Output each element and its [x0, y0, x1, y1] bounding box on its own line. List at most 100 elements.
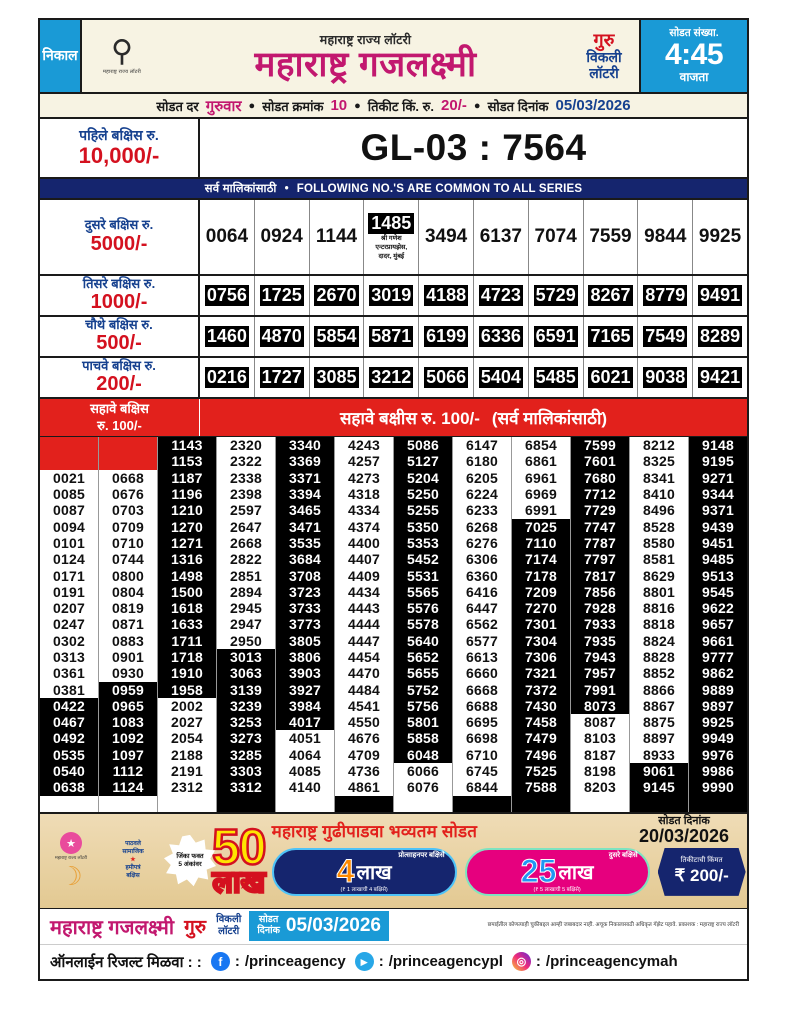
prize4-number-text: 7165	[588, 326, 633, 347]
grid-number: 6961	[525, 469, 557, 486]
prize3-number: 8779	[638, 276, 694, 315]
telegram-handle[interactable]: /princeagencypl	[388, 953, 503, 971]
grid-number: 9485	[702, 551, 734, 568]
social-instagram[interactable]: ◎ : /princeagencymah	[511, 952, 678, 972]
grid-number: 2188	[171, 746, 203, 763]
grid-number: 2191	[171, 763, 203, 780]
grid-number: 2312	[171, 779, 203, 796]
grid-number: 5652	[407, 649, 439, 665]
grid-number: 7935	[584, 632, 616, 649]
grid-number: 7458	[525, 714, 557, 731]
grid-number: 8852	[643, 665, 675, 682]
highlight-band	[453, 795, 511, 812]
prize4-number: 6199	[419, 317, 474, 356]
prize5-label: पाचवे बक्षिस रु. 200/-	[40, 358, 200, 397]
col-5000: 5086 5127 5204 5250 5255 5350 5353 5452 5531 5565…	[393, 437, 452, 812]
grid-number: 6844	[466, 779, 498, 796]
prize4-number-text: 5871	[369, 326, 414, 347]
grid-number: 1316	[171, 551, 203, 568]
grid-number: 1210	[171, 502, 203, 519]
grid-number: 4318	[348, 486, 380, 503]
grid-empty-cell	[99, 796, 157, 812]
grid-number: 9657	[702, 616, 734, 633]
prize5-amount: 200/-	[96, 373, 142, 396]
grid-number: 9990	[702, 779, 734, 796]
prize5-number: 6021	[584, 358, 639, 397]
sixth-prize-header-fill	[99, 437, 157, 470]
facebook-icon[interactable]: f	[210, 952, 230, 972]
footer-weekly-line2: लॉटरी	[218, 926, 240, 938]
grid-number: 3684	[289, 551, 321, 568]
facebook-handle[interactable]: /princeagency	[244, 953, 346, 971]
prize3-number: 1725	[255, 276, 310, 315]
grid-number: 9986	[702, 763, 734, 780]
grid-number: 8801	[643, 583, 675, 600]
grid-number: 0422	[53, 697, 85, 714]
prize5-number: 9421	[693, 358, 747, 397]
grid-number: 6969	[525, 486, 557, 503]
facebook-separator: :	[234, 953, 240, 971]
social-telegram[interactable]: ► : /princeagencypl	[354, 952, 503, 972]
prize2-number: 1485 श्री गणेश एन्टरप्रायझेस, दादर, मुंबई	[364, 200, 420, 274]
grid-number: 4257	[348, 453, 380, 470]
grid-number: 9195	[702, 453, 734, 470]
grid-number: 0247	[53, 616, 85, 633]
grid-number: 4085	[289, 763, 321, 780]
promo-ticket-price: तिकीटाची किंमत ₹ 200/-	[657, 847, 746, 896]
prize3-number: 9491	[693, 276, 747, 315]
first-prize-label-line1: पहिले बक्षिस रु.	[79, 127, 159, 144]
grid-number: 7178	[525, 567, 557, 584]
prize2-label: दुसरे बक्षिस रु. 5000/-	[40, 200, 200, 274]
grid-number: 5452	[407, 551, 439, 568]
grid-number: 6698	[466, 730, 498, 747]
grid-number: 2338	[230, 469, 262, 486]
draw-time-suffix: वाजता	[679, 69, 709, 84]
grid-number: 7174	[525, 551, 557, 568]
grid-number: 6224	[466, 486, 498, 503]
grid-number: 5353	[407, 534, 439, 551]
social-facebook[interactable]: f : /princeagency	[210, 952, 346, 972]
promo-logo-caption: महाराष्ट्र राज्य लॉटरी	[54, 855, 88, 861]
grid-number: 6180	[466, 453, 498, 470]
grid-number: 3773	[289, 616, 321, 633]
sixth-prize-header: सहावे बक्षिस रु. 100/- सहावे बक्षीस रु. …	[40, 399, 747, 437]
telegram-icon[interactable]: ►	[354, 952, 374, 972]
grid-number: 6276	[466, 534, 498, 551]
grid-number: 9439	[702, 518, 734, 535]
grid-number: 8410	[643, 486, 675, 503]
grid-number: 7943	[584, 649, 616, 665]
prize-row-4: चौथे बक्षिस रु. 500/- 1460 4870 5854 5871 6199…	[40, 317, 747, 358]
prize4-number-text: 8289	[698, 326, 743, 347]
grid-number: 1711	[171, 632, 203, 649]
lottery-logo-icon: ★	[60, 832, 82, 855]
highlight-band	[99, 681, 157, 796]
grid-number: 0087	[53, 502, 85, 519]
promo-pill1-amount: 4	[336, 853, 355, 890]
grid-number: 0535	[53, 746, 85, 763]
grid-number: 3708	[289, 567, 321, 584]
prize2-number: 0064	[200, 200, 255, 274]
grid-number: 4541	[348, 697, 380, 714]
common-series-marathi: सर्व मालिकांसाठी	[204, 183, 277, 195]
grid-number: 1618	[171, 600, 203, 617]
grid-number: 5086	[407, 437, 439, 454]
promo-guarantee-line2: सामाजिक	[122, 849, 144, 856]
prize-rows-container: दुसरे बक्षिस रु. 5000/- 0064 0924 1144 1485 श्…	[40, 200, 747, 399]
prize4-number: 6336	[474, 317, 529, 356]
guru-weekly-block: गुरु विकली लॉटरी	[569, 20, 639, 92]
instagram-icon[interactable]: ◎	[511, 952, 531, 972]
grid-number: 3806	[289, 649, 321, 665]
common-series-dot: •	[284, 182, 289, 195]
draw-time-badge: सोडत संख्या. 4:45 वाजता	[639, 20, 747, 92]
instagram-handle[interactable]: /princeagencymah	[545, 953, 678, 971]
grid-number: 8528	[643, 518, 675, 535]
prize4-number: 4870	[255, 317, 310, 356]
prize-row-3: तिसरे बक्षिस रु. 1000/- 0756 1725 2670 3019 41…	[40, 276, 747, 317]
grid-number: 4447	[348, 632, 380, 649]
instagram-separator: :	[535, 953, 541, 971]
grid-number: 0381	[53, 681, 85, 698]
prize4-number: 6591	[529, 317, 584, 356]
prize4-amount: 500/-	[96, 332, 142, 355]
grid-number: 0467	[53, 714, 85, 731]
highlight-band	[571, 437, 629, 715]
